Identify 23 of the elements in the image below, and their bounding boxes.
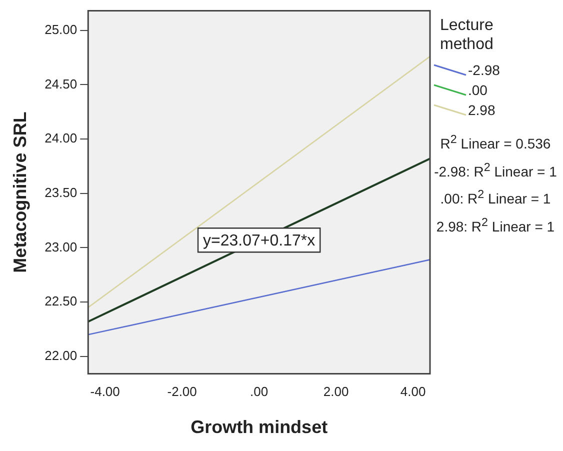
y-axis-title: Metacognitive SRL — [10, 112, 30, 273]
y-tick-label: 24.00 — [44, 130, 78, 146]
annotation: y=23.07+0.17*x — [203, 232, 316, 250]
y-tick-label: 25.00 — [44, 22, 78, 37]
text: -2.98: R$^{2}$ Linear = 1 — [433, 160, 558, 182]
x-tick-label: 2.00 — [323, 384, 349, 400]
x-tick-label: .00 — [250, 384, 268, 400]
y-tick-label: 22.50 — [44, 294, 78, 309]
legend-title: Lecture method — [440, 16, 494, 54]
legend-label: 2.98 — [468, 102, 496, 118]
y-tick-label: 23.00 — [44, 239, 78, 254]
text: R$^{2}$ Linear = 0.536 — [439, 132, 552, 154]
y-tick-label: 22.00 — [44, 348, 78, 363]
text: .00: R$^{2}$ Linear = 1 — [439, 187, 552, 209]
y-tick-label: 24.50 — [44, 76, 78, 92]
legend-label: -2.98 — [468, 62, 500, 78]
x-tick-label: 4.00 — [400, 384, 426, 400]
x-tick-label: -2.00 — [167, 384, 197, 400]
text: 2.98: R$^{2}$ Linear = 1 — [435, 214, 556, 237]
x-axis-title: Growth mindset — [190, 417, 328, 438]
legend-label: .00 — [468, 82, 488, 98]
y-tick-label: 23.50 — [44, 184, 78, 200]
x-tick-label: -4.00 — [90, 384, 120, 400]
